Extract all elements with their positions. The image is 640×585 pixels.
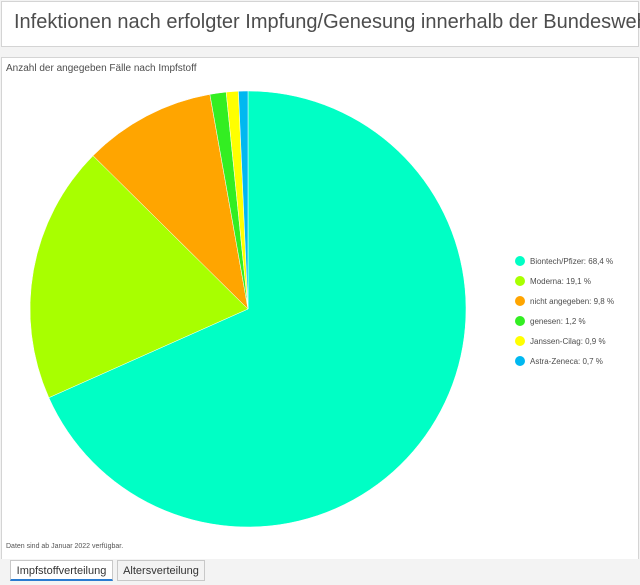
legend-item[interactable]: nicht angegeben: 9,8 % [515,291,614,311]
legend-swatch [515,316,525,326]
chart-legend: Biontech/Pfizer: 68,4 % Moderna: 19,1 % ni… [515,251,614,371]
legend-item[interactable]: Biontech/Pfizer: 68,4 % [515,251,614,271]
title-panel: Infektionen nach erfolgter Impfung/Genes… [1,1,640,47]
legend-label: Biontech/Pfizer: 68,4 % [530,256,614,266]
legend-label: genesen: 1,2 % [530,316,586,326]
pie-slice-astra-zeneca[interactable] [238,90,249,310]
legend-label: Moderna: 19,1 % [530,276,591,286]
pie-slice-moderna[interactable] [29,155,249,399]
tab-impfstoffverteilung[interactable]: Impfstoffverteilung [10,560,113,581]
legend-swatch [515,336,525,346]
legend-item[interactable]: Janssen-Cilag: 0,9 % [515,331,614,351]
page-title: Infektionen nach erfolgter Impfung/Genes… [14,11,640,33]
pie-slice-biontech-pfizer[interactable] [48,90,467,528]
legend-label: Astra-Zeneca: 0,7 % [530,356,603,366]
legend-item[interactable]: Moderna: 19,1 % [515,271,614,291]
legend-label: nicht angegeben: 9,8 % [530,296,615,306]
footnote: Daten sind ab Januar 2022 verfügbar. [6,543,124,550]
pie-chart [29,90,467,528]
legend-item[interactable]: genesen: 1,2 % [515,311,614,331]
legend-swatch [515,296,525,306]
legend-label: Janssen-Cilag: 0,9 % [530,336,606,346]
tab-bar: Impfstoffverteilung Altersverteilung [0,559,640,585]
legend-swatch [515,256,525,266]
legend-swatch [515,356,525,366]
legend-item[interactable]: Astra-Zeneca: 0,7 % [515,351,614,371]
chart-panel: Anzahl der angegeben Fälle nach Impfstof… [1,57,639,561]
chart-title: Anzahl der angegeben Fälle nach Impfstof… [6,63,197,74]
tab-altersverteilung[interactable]: Altersverteilung [117,560,205,581]
legend-swatch [515,276,525,286]
pie-slice-nicht-angegeben[interactable] [92,94,249,310]
